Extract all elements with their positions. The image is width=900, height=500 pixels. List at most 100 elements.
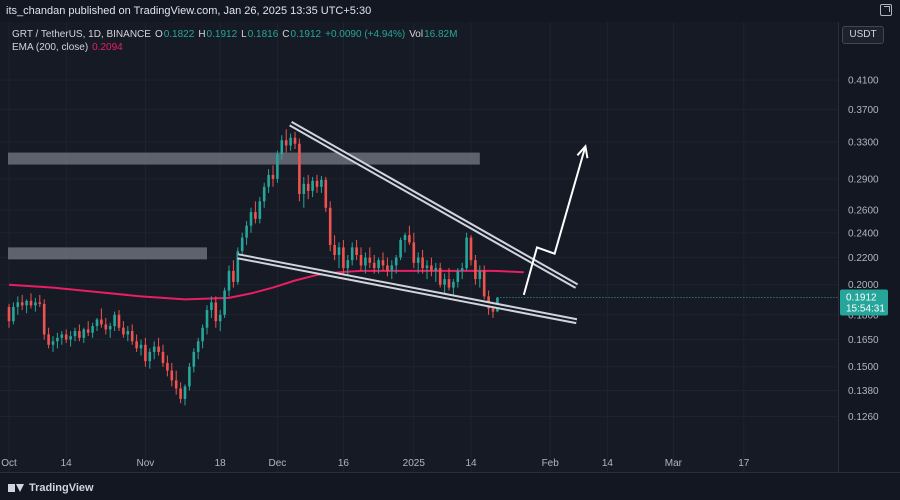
close-value: 0.1912 bbox=[290, 29, 322, 40]
candle-body bbox=[188, 366, 191, 387]
price-tick-label: 0.3700 bbox=[848, 105, 879, 116]
symbol-line[interactable]: GRT / TetherUS, 1D, BINANCE bbox=[12, 29, 151, 40]
wedge-upper-line-inner bbox=[290, 122, 578, 288]
time-tick-label: 14 bbox=[602, 458, 614, 469]
price-chart[interactable]: 0.4100 0.3700 0.3300 0.2900 0.2600 0.2400 0.22… bbox=[0, 0, 900, 476]
currency-button[interactable]: USDT bbox=[842, 26, 884, 44]
candle-body bbox=[108, 326, 112, 330]
price-tick-label: 0.2200 bbox=[848, 253, 879, 264]
ema-label[interactable]: EMA (200, close) bbox=[12, 42, 89, 53]
candle-body bbox=[34, 302, 37, 306]
candle-body bbox=[276, 154, 279, 179]
candle-body bbox=[166, 362, 169, 371]
candle-body bbox=[311, 180, 314, 191]
candle-body bbox=[342, 247, 345, 269]
time-tick-label: Dec bbox=[269, 458, 287, 469]
price-tick-label: 0.1380 bbox=[848, 386, 879, 397]
candle-body bbox=[306, 183, 310, 191]
candle-body bbox=[381, 260, 385, 266]
candle-body bbox=[359, 254, 363, 266]
ohlc-row: GRT / TetherUS, 1D, BINANCE O 0.1822 H 0.1… bbox=[12, 28, 457, 41]
candle-body bbox=[29, 300, 33, 306]
candle-body bbox=[73, 331, 77, 337]
candle-body bbox=[293, 137, 297, 144]
candle-body bbox=[364, 257, 367, 266]
candle-body bbox=[386, 265, 389, 271]
candle-body bbox=[214, 302, 218, 322]
candle-body bbox=[403, 235, 407, 240]
candle-body bbox=[412, 242, 416, 263]
candle-body bbox=[7, 306, 11, 322]
candle-body bbox=[491, 308, 495, 312]
time-tick-label: 14 bbox=[61, 458, 73, 469]
candle-body bbox=[113, 314, 116, 327]
candle-body bbox=[161, 351, 165, 363]
candle-body bbox=[368, 257, 372, 263]
projected-arrowhead-icon bbox=[576, 144, 589, 159]
candle-body bbox=[104, 324, 108, 330]
candle-body bbox=[245, 225, 248, 238]
candle-body bbox=[16, 302, 20, 307]
publish-header: its_chandan published on TradingView.com… bbox=[0, 0, 900, 22]
candle-body bbox=[456, 270, 460, 282]
volume-label: Vol bbox=[409, 29, 424, 40]
tradingview-logo-icon bbox=[8, 483, 24, 493]
candle-body bbox=[280, 140, 284, 155]
candle-body bbox=[482, 270, 486, 297]
price-tick-label: 0.1260 bbox=[848, 412, 879, 423]
candle-body bbox=[218, 314, 222, 322]
open-label: O bbox=[154, 29, 163, 40]
price-tick-label: 0.3300 bbox=[848, 137, 879, 148]
candle-body bbox=[421, 257, 424, 269]
candle-body bbox=[201, 327, 204, 342]
candle-body bbox=[394, 257, 398, 266]
candle-body bbox=[372, 262, 376, 269]
candle-body bbox=[478, 270, 482, 280]
candle-body bbox=[196, 341, 200, 352]
candle-body bbox=[170, 370, 174, 381]
candle-body bbox=[320, 179, 323, 187]
price-tick-label: 0.1800 bbox=[848, 310, 879, 321]
price-tick-label: 0.2400 bbox=[848, 228, 879, 239]
time-tick-label: Oct bbox=[1, 458, 17, 469]
expand-icon[interactable] bbox=[880, 4, 892, 16]
footer-brand[interactable]: TradingView bbox=[29, 482, 94, 494]
candle-body bbox=[126, 331, 130, 335]
price-tick-label: 0.2900 bbox=[848, 174, 879, 185]
ema-row: EMA (200, close) 0.2094 bbox=[12, 41, 457, 54]
candle-body bbox=[223, 290, 226, 315]
candle-body bbox=[38, 302, 42, 304]
price-tick-label: 0.1500 bbox=[848, 362, 879, 373]
candle-body bbox=[447, 279, 451, 288]
candle-body bbox=[144, 344, 147, 362]
candle-body bbox=[240, 237, 244, 252]
footer: TradingView bbox=[0, 476, 900, 500]
candle-body bbox=[100, 319, 103, 325]
high-value: 0.1912 bbox=[206, 29, 238, 40]
price-badge-countdown: 15:54:31 bbox=[846, 304, 885, 315]
candle-body bbox=[434, 268, 438, 271]
price-tick-label: 0.2000 bbox=[848, 280, 879, 291]
candle-body bbox=[152, 346, 156, 352]
candle-body bbox=[262, 186, 266, 202]
price-badge-value: 0.1912 bbox=[846, 293, 877, 304]
time-tick-label: 14 bbox=[465, 458, 477, 469]
time-tick-label: Mar bbox=[665, 458, 683, 469]
candle-body bbox=[236, 251, 240, 282]
time-tick-label: 18 bbox=[215, 458, 227, 469]
candle-body bbox=[377, 260, 380, 269]
projected-path-line bbox=[522, 146, 587, 296]
chart-area[interactable] bbox=[0, 22, 838, 472]
candle-body bbox=[474, 260, 477, 280]
candle-body bbox=[443, 279, 446, 285]
low-label: L bbox=[241, 29, 247, 40]
candle-body bbox=[86, 329, 90, 333]
time-tick-label: 17 bbox=[738, 458, 750, 469]
legend: GRT / TetherUS, 1D, BINANCE O 0.1822 H 0.1… bbox=[12, 28, 457, 54]
resistance-zone bbox=[8, 247, 207, 260]
resistance-zone bbox=[8, 152, 480, 165]
candle-body bbox=[157, 346, 160, 352]
price-tick-label: 0.4100 bbox=[848, 76, 879, 87]
candle-body bbox=[430, 265, 433, 271]
candle-body bbox=[183, 386, 187, 399]
